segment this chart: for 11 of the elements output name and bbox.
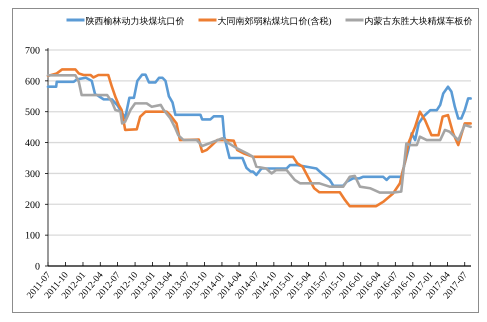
y-tick-label: 400: [25, 138, 40, 150]
y-tick-label: 700: [25, 46, 40, 56]
legend-label: 内蒙古东胜大块精煤车板价: [364, 16, 472, 26]
y-tick-label: 0: [35, 262, 40, 272]
legend-label: 陕西榆林动力块煤坑口价: [86, 16, 184, 26]
legend-label: 大同南郊弱粘煤坑口价(含税): [218, 16, 332, 26]
y-tick-label: 500: [25, 107, 40, 118]
y-tick-label: 600: [25, 76, 40, 88]
y-tick-label: 100: [25, 230, 40, 242]
y-tick-label: 300: [25, 168, 40, 180]
y-tick-label: 200: [25, 200, 40, 211]
